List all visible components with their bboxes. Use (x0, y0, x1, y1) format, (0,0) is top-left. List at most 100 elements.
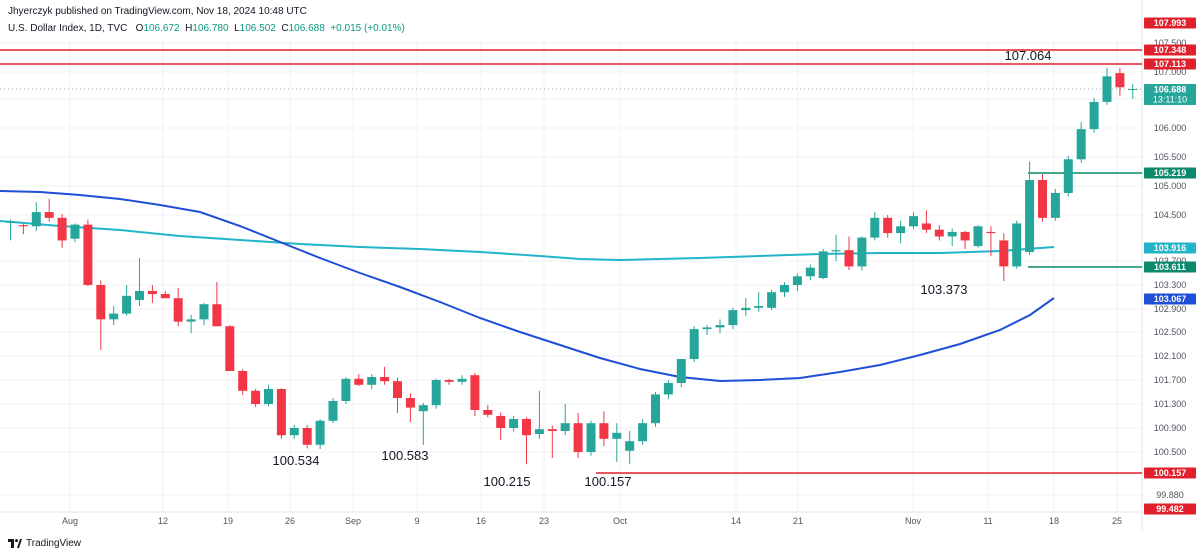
annotation-label: 100.583 (382, 448, 429, 463)
candle-body (754, 306, 764, 308)
price-tag (1144, 503, 1196, 515)
candle-body (186, 319, 196, 322)
price-tag (1144, 261, 1196, 273)
y-tick-label: 100.500 (1154, 447, 1187, 457)
candle-body (986, 231, 996, 234)
candle-body (431, 380, 441, 406)
candle-body (18, 225, 28, 227)
price-tag (1144, 467, 1196, 479)
open-value: 106.672 (143, 23, 180, 34)
y-tick-label: 101.300 (1154, 399, 1187, 409)
x-tick-label: Sep (345, 516, 361, 526)
price-tag-label: 107.113 (1154, 59, 1186, 69)
candle-body (857, 237, 867, 267)
candle-body (805, 267, 815, 277)
x-tick-label: 11 (983, 516, 992, 526)
candle-body (547, 429, 557, 431)
y-tick-label: 105.500 (1154, 152, 1187, 162)
low-value: 106.502 (239, 23, 276, 34)
candle-body (844, 250, 854, 267)
candle-body (909, 216, 918, 227)
candle-body (212, 304, 222, 327)
candle-body (625, 441, 635, 451)
candle-body (470, 375, 480, 410)
price-tag (1144, 84, 1196, 105)
candle-body (728, 310, 738, 326)
candle-body (1128, 89, 1138, 90)
candle-body (1012, 223, 1022, 267)
y-tick-label: 100.900 (1154, 423, 1187, 433)
low-label: L (234, 23, 240, 34)
price-tag-label: 107.993 (1154, 18, 1187, 28)
price-tag-label: 103.067 (1154, 294, 1187, 304)
candle-body (560, 423, 570, 431)
sma-light-line (0, 220, 1055, 262)
candle-body (651, 394, 660, 424)
candle-body (509, 419, 519, 428)
price-tag-label: 103.611 (1154, 262, 1186, 272)
sma-dark-line (0, 190, 1055, 383)
candle-body (534, 429, 544, 434)
price-tag (1144, 17, 1196, 29)
candle-body (444, 380, 454, 382)
y-tick-label: 107.500 (1154, 38, 1187, 48)
candle-body (586, 423, 596, 452)
price-tag (1144, 58, 1196, 70)
y-tick-label: 105.000 (1154, 181, 1187, 191)
candle-body (1115, 73, 1125, 88)
tradingview-footer[interactable]: TradingView (8, 538, 81, 549)
y-tick-label: 103.300 (1154, 280, 1187, 290)
annotation-label: 100.215 (484, 474, 531, 489)
candle-body (147, 291, 157, 295)
candle-body (173, 298, 183, 322)
candle-body (767, 292, 777, 308)
price-tag-label: 105.219 (1154, 168, 1187, 178)
candle-body (818, 251, 828, 279)
time-axis: Aug 12 19 26 Sep 9 16 23 Oct 14 21 Nov 11 18 25 (62, 516, 1122, 526)
x-tick-label: Aug (62, 516, 78, 526)
annotations: 107.064 103.373 100.534 100.583 100.215 100.1… (273, 48, 1052, 489)
y-tick-label: 103.700 (1154, 256, 1187, 266)
candle-body (663, 383, 673, 395)
x-tick-label: 16 (476, 516, 486, 526)
price-tag-label: 100.157 (1154, 468, 1187, 478)
high-value: 106.780 (192, 23, 229, 34)
price-tag (1144, 167, 1196, 179)
candle-body (341, 378, 351, 401)
candle-body (367, 377, 377, 385)
candles (6, 67, 1138, 465)
x-tick-label: 18 (1049, 516, 1059, 526)
annotation-label: 107.064 (1005, 48, 1052, 63)
candle-body (238, 371, 248, 391)
candle-body (276, 389, 286, 436)
y-tick-label: 99.880 (1156, 490, 1184, 500)
published-by-text: Jhyerczyk published on TradingView.com, … (8, 6, 307, 17)
price-tag (1144, 293, 1196, 305)
candle-body (6, 221, 15, 223)
price-tag-label: 103.916 (1154, 243, 1187, 253)
price-axis: 107.500107.000106.500106.000105.500105.0… (1154, 38, 1187, 500)
candle-body (676, 359, 686, 383)
y-tick-label: 107.000 (1154, 67, 1187, 77)
candle-body (109, 313, 119, 320)
countdown-label: 13:11:10 (1153, 95, 1187, 105)
candle-body (934, 229, 944, 237)
candle-body (638, 423, 648, 442)
candle-body (225, 326, 235, 371)
candle-body (612, 432, 622, 439)
candle-body (792, 276, 802, 285)
x-tick-label: 14 (731, 516, 741, 526)
price-tag-label: 106.688 (1154, 85, 1187, 95)
tradingview-brand: TradingView (26, 538, 82, 549)
candle-body (715, 325, 725, 328)
candle-body (457, 378, 467, 382)
candle-body (1063, 159, 1073, 193)
candle-body (405, 398, 415, 408)
annotation-label: 103.373 (921, 282, 968, 297)
candle-body (328, 401, 338, 421)
candle-body (264, 389, 273, 404)
candle-body (302, 428, 312, 445)
x-tick-label: 9 (414, 516, 419, 526)
candle-body (1025, 180, 1035, 252)
